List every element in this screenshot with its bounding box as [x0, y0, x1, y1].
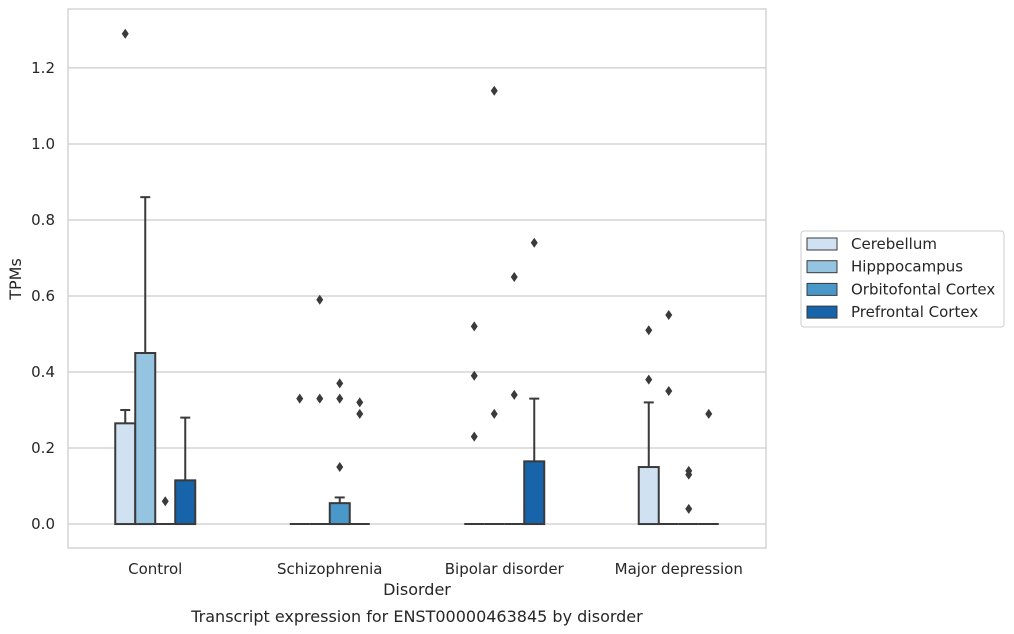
outlier-point	[356, 397, 364, 408]
box-body	[523, 460, 546, 526]
outlier-point	[336, 393, 344, 404]
y-axis-label: TPMs	[6, 258, 25, 301]
outlier-point	[470, 431, 478, 442]
x-axis-label: Disorder	[383, 580, 451, 599]
box	[349, 397, 370, 526]
series-hipppocampus	[134, 85, 679, 526]
box	[174, 416, 197, 526]
y-tick-label: 1.2	[31, 59, 55, 77]
box-body	[174, 479, 197, 526]
box	[658, 309, 679, 526]
outlier-point	[121, 28, 129, 39]
x-tick-label: Schizophrenia	[277, 560, 382, 578]
outlier-point	[645, 325, 653, 336]
box-body	[134, 352, 157, 526]
outlier-point	[665, 386, 673, 397]
box-body	[328, 502, 351, 526]
chart-caption: Transcript expression for ENST0000046384…	[190, 607, 643, 626]
outlier-point	[490, 408, 498, 419]
y-axis-ticks: 0.0 0.2 0.4 0.6 0.8 1.0 1.2	[31, 59, 55, 533]
outlier-point	[470, 321, 478, 332]
legend-swatch	[806, 260, 838, 274]
outlier-point	[685, 503, 693, 514]
y-tick-label: 0.8	[31, 211, 55, 229]
y-tick-label: 0.6	[31, 287, 55, 305]
legend-frame	[800, 230, 1005, 328]
legend-label: Hipppocampus	[851, 258, 963, 276]
outlier-point	[316, 393, 324, 404]
box-body	[637, 466, 660, 526]
outlier-point	[296, 393, 304, 404]
y-tick-label: 0.4	[31, 363, 55, 381]
legend-label: Cerebellum	[851, 235, 937, 253]
box	[309, 294, 330, 526]
outlier-point	[336, 462, 344, 473]
legend-swatch	[806, 282, 838, 296]
legend-label: Prefrontal Cortex	[851, 303, 978, 321]
box	[523, 237, 546, 526]
outlier-point	[336, 378, 344, 389]
y-tick-label: 0.0	[31, 515, 55, 533]
box	[504, 271, 525, 526]
box	[698, 408, 719, 526]
y-tick-label: 0.2	[31, 439, 55, 457]
box	[155, 496, 176, 526]
box	[678, 465, 699, 526]
x-tick-label: Major depression	[615, 560, 743, 578]
x-axis-ticks: Control Schizophrenia Bipolar disorder Majo…	[128, 560, 743, 578]
y-tick-label: 1.0	[31, 135, 55, 153]
outlier-point	[645, 374, 653, 385]
outlier-point	[490, 85, 498, 96]
legend: Cerebellum Hipppocampus Orbitofontal Corte…	[800, 230, 1005, 328]
outlier-point	[530, 237, 538, 248]
outlier-point	[510, 271, 518, 282]
box	[134, 196, 157, 526]
legend-swatch	[806, 305, 838, 319]
outlier-point	[316, 294, 324, 305]
legend-label: Orbitofontal Cortex	[851, 280, 995, 298]
outlier-point	[356, 408, 364, 419]
box-body	[114, 422, 137, 526]
box	[114, 28, 137, 526]
box	[464, 321, 485, 526]
outlier-point	[470, 370, 478, 381]
series-orbitofontal-cortex	[155, 271, 699, 526]
box	[328, 378, 351, 526]
outlier-point	[685, 469, 693, 480]
series-cerebellum	[114, 28, 660, 526]
x-tick-label: Bipolar disorder	[445, 560, 565, 578]
x-tick-label: Control	[128, 560, 182, 578]
outlier-point	[665, 309, 673, 320]
box	[289, 393, 310, 526]
series-prefrontal-cortex	[174, 237, 719, 526]
outlier-point	[161, 496, 169, 507]
box-plot-series	[114, 28, 719, 526]
outlier-point	[705, 408, 713, 419]
legend-swatch	[806, 237, 838, 251]
box	[637, 325, 660, 526]
box	[484, 85, 505, 526]
plot-frame	[67, 8, 767, 549]
outlier-point	[510, 389, 518, 400]
gridlines	[68, 67, 766, 525]
